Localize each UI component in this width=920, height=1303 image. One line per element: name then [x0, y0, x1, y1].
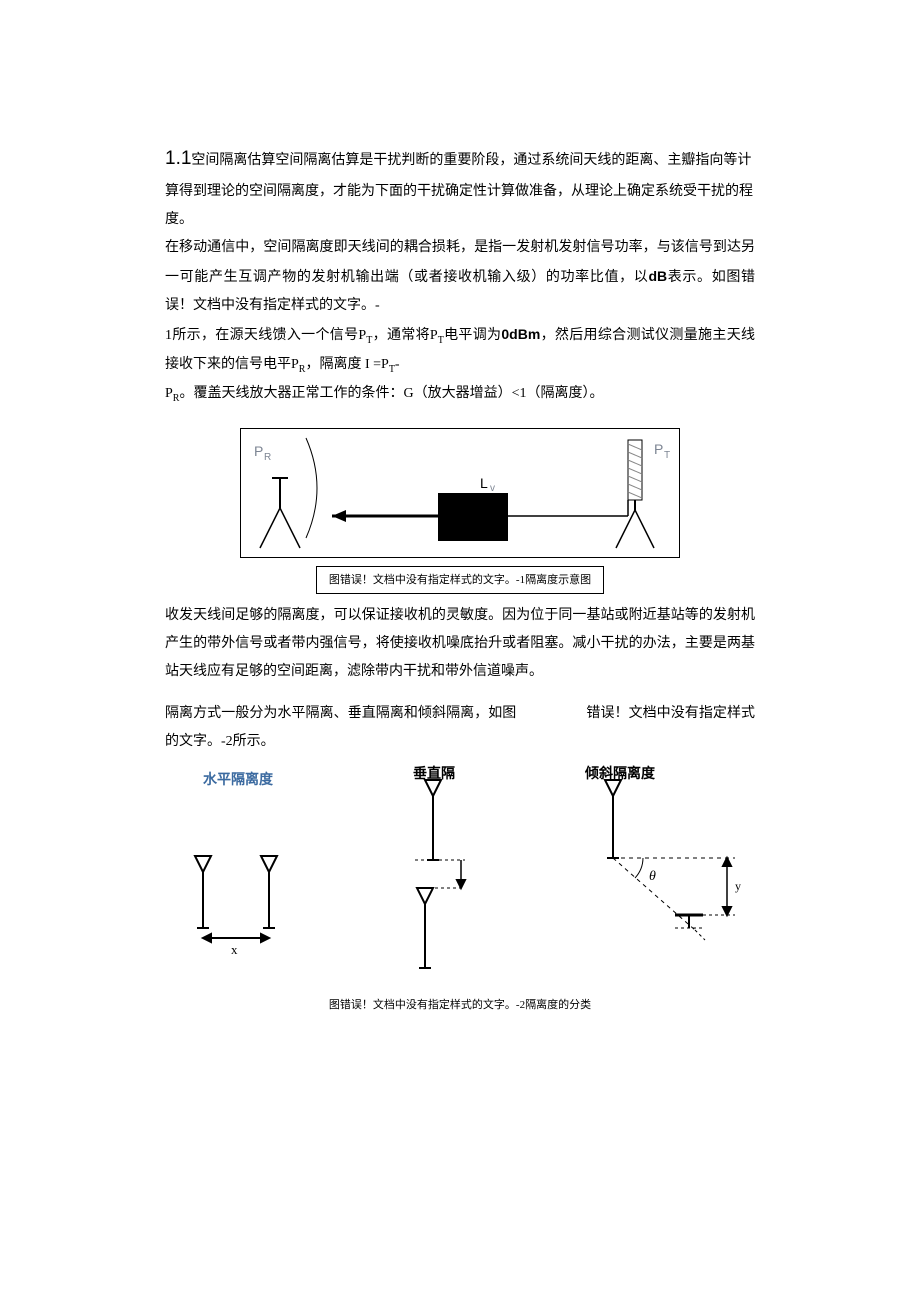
section-number: 1.1 — [165, 148, 191, 169]
svg-text:P: P — [654, 441, 663, 457]
figure-1: P R P T — [165, 428, 755, 558]
fig2-label-h: 水平隔离度 — [203, 771, 274, 788]
p3-b: 。覆盖天线放大器正常工作的条件：G（放大器增益）<1（隔离度）。 — [179, 386, 603, 401]
p2-b: ，通常将P — [372, 328, 437, 343]
svg-text:R: R — [264, 452, 271, 463]
p2-0dbm: 0dBm — [501, 326, 540, 342]
svg-text:P: P — [254, 443, 263, 459]
fig2-label-x: x — [231, 942, 238, 957]
p5-a: 隔离方式一般分为水平隔离、垂直隔离和倾斜隔离，如图 — [165, 706, 516, 721]
caption-1: 图错误！文档中没有指定样式的文字。-1隔离度示意图 — [316, 566, 604, 594]
fig2-label-theta: θ — [649, 869, 656, 884]
fig2-slanted — [605, 780, 735, 940]
caption-1-wrap: 图错误！文档中没有指定样式的文字。-1隔离度示意图 — [165, 566, 755, 594]
figure-2: 水平隔离度 垂直隔 倾斜隔离度 x — [165, 760, 755, 986]
svg-text:v: v — [490, 483, 495, 494]
paragraph-1: 在移动通信中，空间隔离度即天线间的耦合损耗，是指一发射机发射信号功率，与该信号到… — [165, 234, 755, 320]
paragraph-5: 隔离方式一般分为水平隔离、垂直隔离和倾斜隔离，如图错误！文档中没有指定样式的文字… — [165, 700, 755, 756]
paragraph-2: 1所示，在源天线馈入一个信号PT，通常将PT电平调为0dBm，然后用综合测试仪测… — [165, 320, 755, 380]
p2-a: 1所示，在源天线馈入一个信号P — [165, 328, 366, 343]
fig2-horizontal — [195, 856, 277, 942]
document-body: 1.1空间隔离估算空间隔离估算是干扰判断的重要阶段，通过系统间天线的距离、主瓣指… — [165, 140, 755, 1016]
p2-f: - — [395, 357, 400, 372]
fig2-vertical — [415, 780, 465, 968]
p2-c: 电平调为 — [444, 328, 502, 343]
svg-text:L: L — [480, 475, 488, 491]
paragraph-4: 收发天线间足够的隔离度，可以保证接收机的灵敏度。因为位于同一基站或附近基站等的发… — [165, 602, 755, 686]
section-heading-text: 空间隔离估算空间隔离估算是干扰判断的重要阶段，通过系统间天线的距离、主瓣指向等计… — [165, 153, 753, 227]
figure-1-svg: P R P T — [240, 428, 680, 558]
figure-2-svg: 水平隔离度 垂直隔 倾斜隔离度 x — [165, 760, 755, 975]
p1-db: dB — [648, 268, 667, 284]
p3-a: P — [165, 386, 173, 401]
section-heading: 1.1空间隔离估算空间隔离估算是干扰判断的重要阶段，通过系统间天线的距离、主瓣指… — [165, 140, 755, 234]
spacer — [165, 686, 755, 700]
svg-text:T: T — [664, 450, 670, 461]
caption-2: 图错误！文档中没有指定样式的文字。-2隔离度的分类 — [165, 994, 755, 1016]
p2-e: ，隔离度 I =P — [305, 357, 388, 372]
fig2-label-y: y — [735, 879, 741, 893]
paragraph-3: PR。覆盖天线放大器正常工作的条件：G（放大器增益）<1（隔离度）。 — [165, 380, 755, 409]
